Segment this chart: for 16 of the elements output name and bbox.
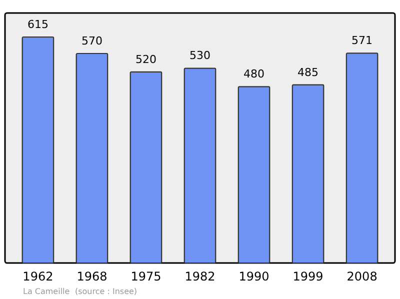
data-label: 485 <box>298 66 319 79</box>
data-label: 480 <box>244 68 265 81</box>
data-label: 615 <box>27 18 48 31</box>
data-label: 520 <box>135 52 156 66</box>
data-label: 570 <box>81 34 102 48</box>
x-tick-label: 1962 <box>22 270 54 284</box>
x-tick-label: 1982 <box>184 270 216 284</box>
text: La Cameille <box>23 287 70 296</box>
text: (source : Insee) <box>75 287 138 296</box>
x-tick-label: 2008 <box>346 270 378 284</box>
x-tick-label: 1975 <box>130 270 162 284</box>
data-label: 571 <box>352 34 373 48</box>
x-tick-label: 1968 <box>76 270 108 284</box>
data-label: 530 <box>190 49 210 62</box>
x-tick-label: 1999 <box>292 270 324 284</box>
x-tick-label: 1990 <box>238 270 270 284</box>
